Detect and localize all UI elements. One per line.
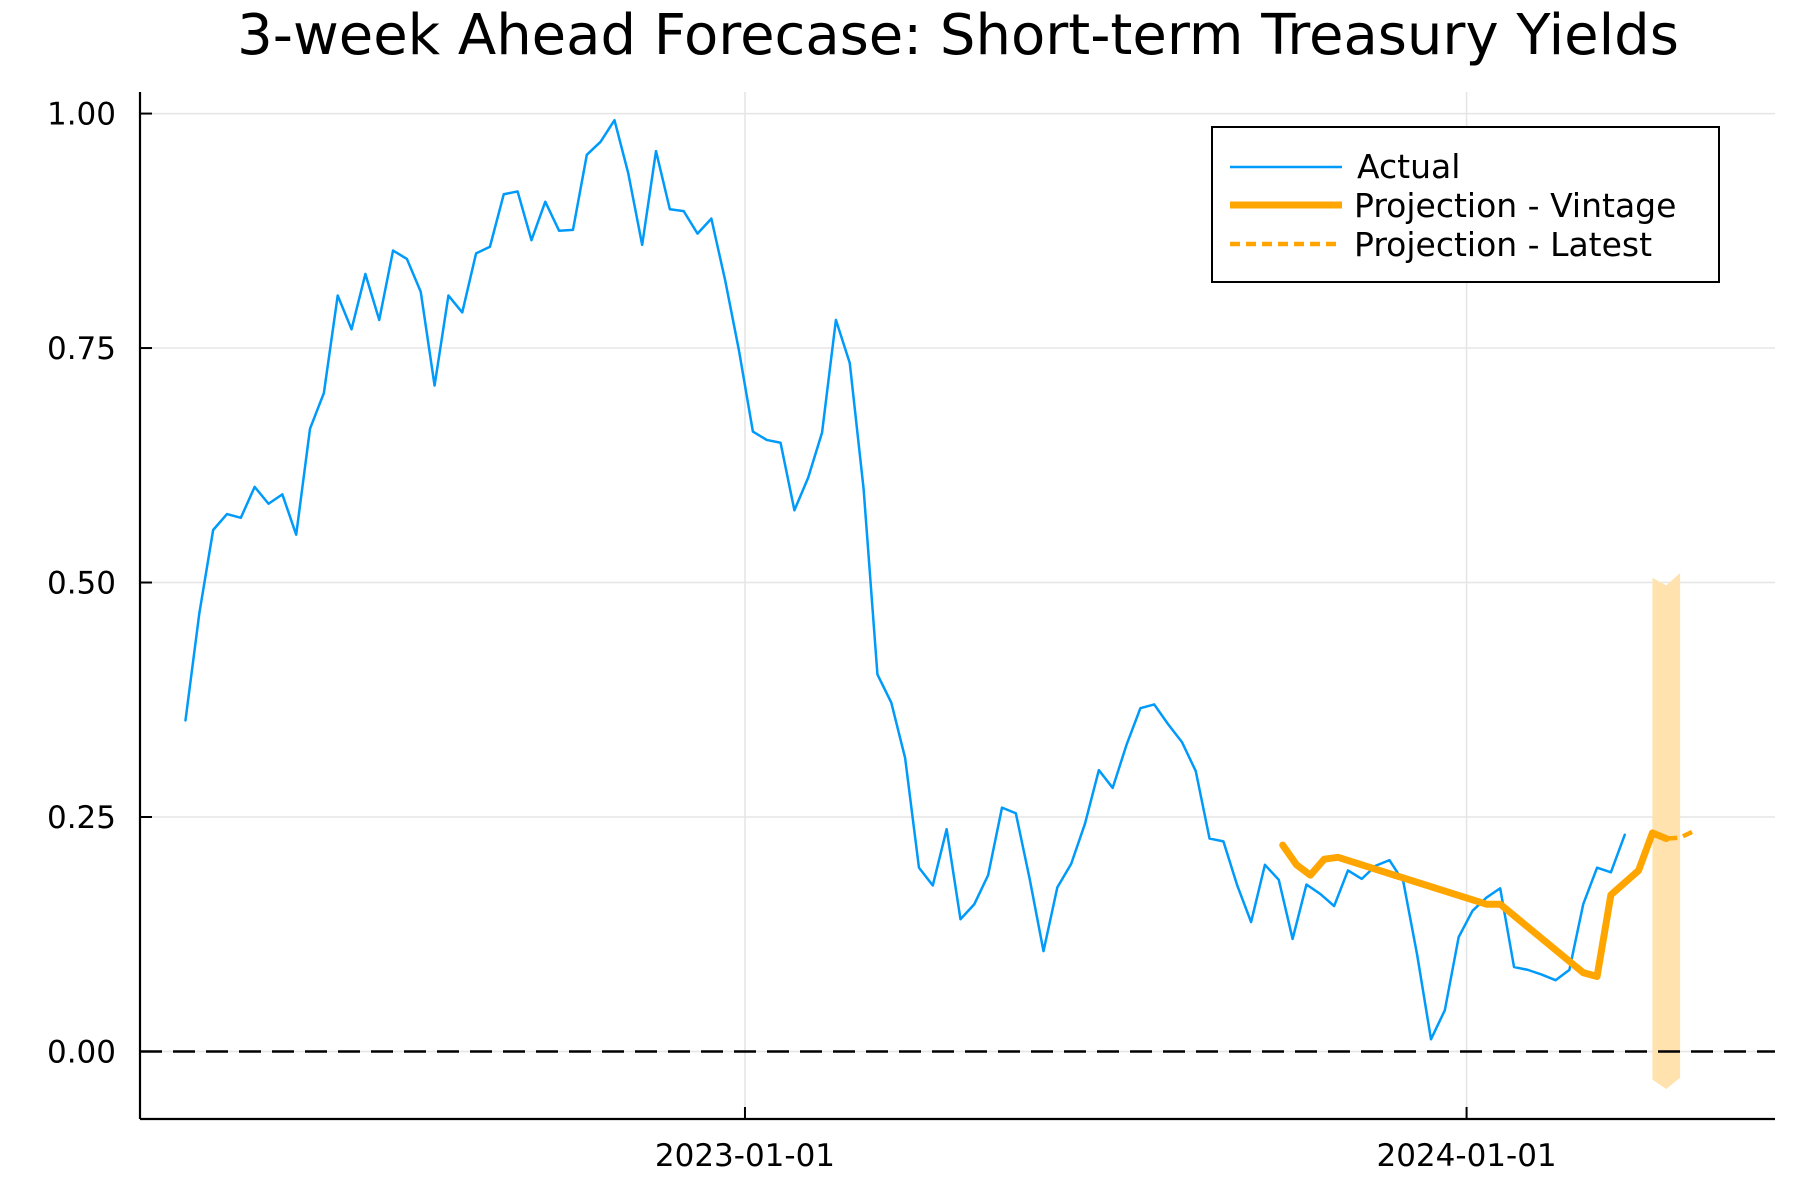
series-line-projection-vintage xyxy=(1279,829,1670,980)
series-line-actual xyxy=(184,118,1626,1041)
x-tick-label-0: 2023-01-01 xyxy=(655,1138,835,1174)
y-tick-label-4: 1.00 xyxy=(47,97,116,133)
x-tick-label-1: 2024-01-01 xyxy=(1376,1138,1556,1174)
y-tick-label-2: 0.50 xyxy=(47,566,116,602)
x-ticks: 2023-01-01 2024-01-01 xyxy=(655,1107,1557,1174)
y-tick-label-1: 0.25 xyxy=(47,800,116,836)
legend-label-projection-vintage: Projection - Vintage xyxy=(1354,186,1676,225)
y-tick-label-0: 0.00 xyxy=(47,1034,116,1070)
forecast-band-0 xyxy=(1652,573,1681,1089)
forecast-band-layer xyxy=(1652,573,1681,1089)
series-line-projection-latest xyxy=(1651,829,1695,841)
axes xyxy=(138,92,1775,1121)
y-tick-label-3: 0.75 xyxy=(47,331,116,367)
y-ticks: 0.00 0.25 0.50 0.75 1.00 xyxy=(47,97,152,1070)
legend-label-projection-latest: Projection - Latest xyxy=(1354,225,1652,264)
legend: Actual Projection - Vintage Projection -… xyxy=(1211,126,1720,283)
chart-title: 3-week Ahead Forecase: Short-term Treasu… xyxy=(237,3,1679,68)
legend-label-actual: Actual xyxy=(1357,147,1460,186)
series-layer xyxy=(184,118,1695,1041)
